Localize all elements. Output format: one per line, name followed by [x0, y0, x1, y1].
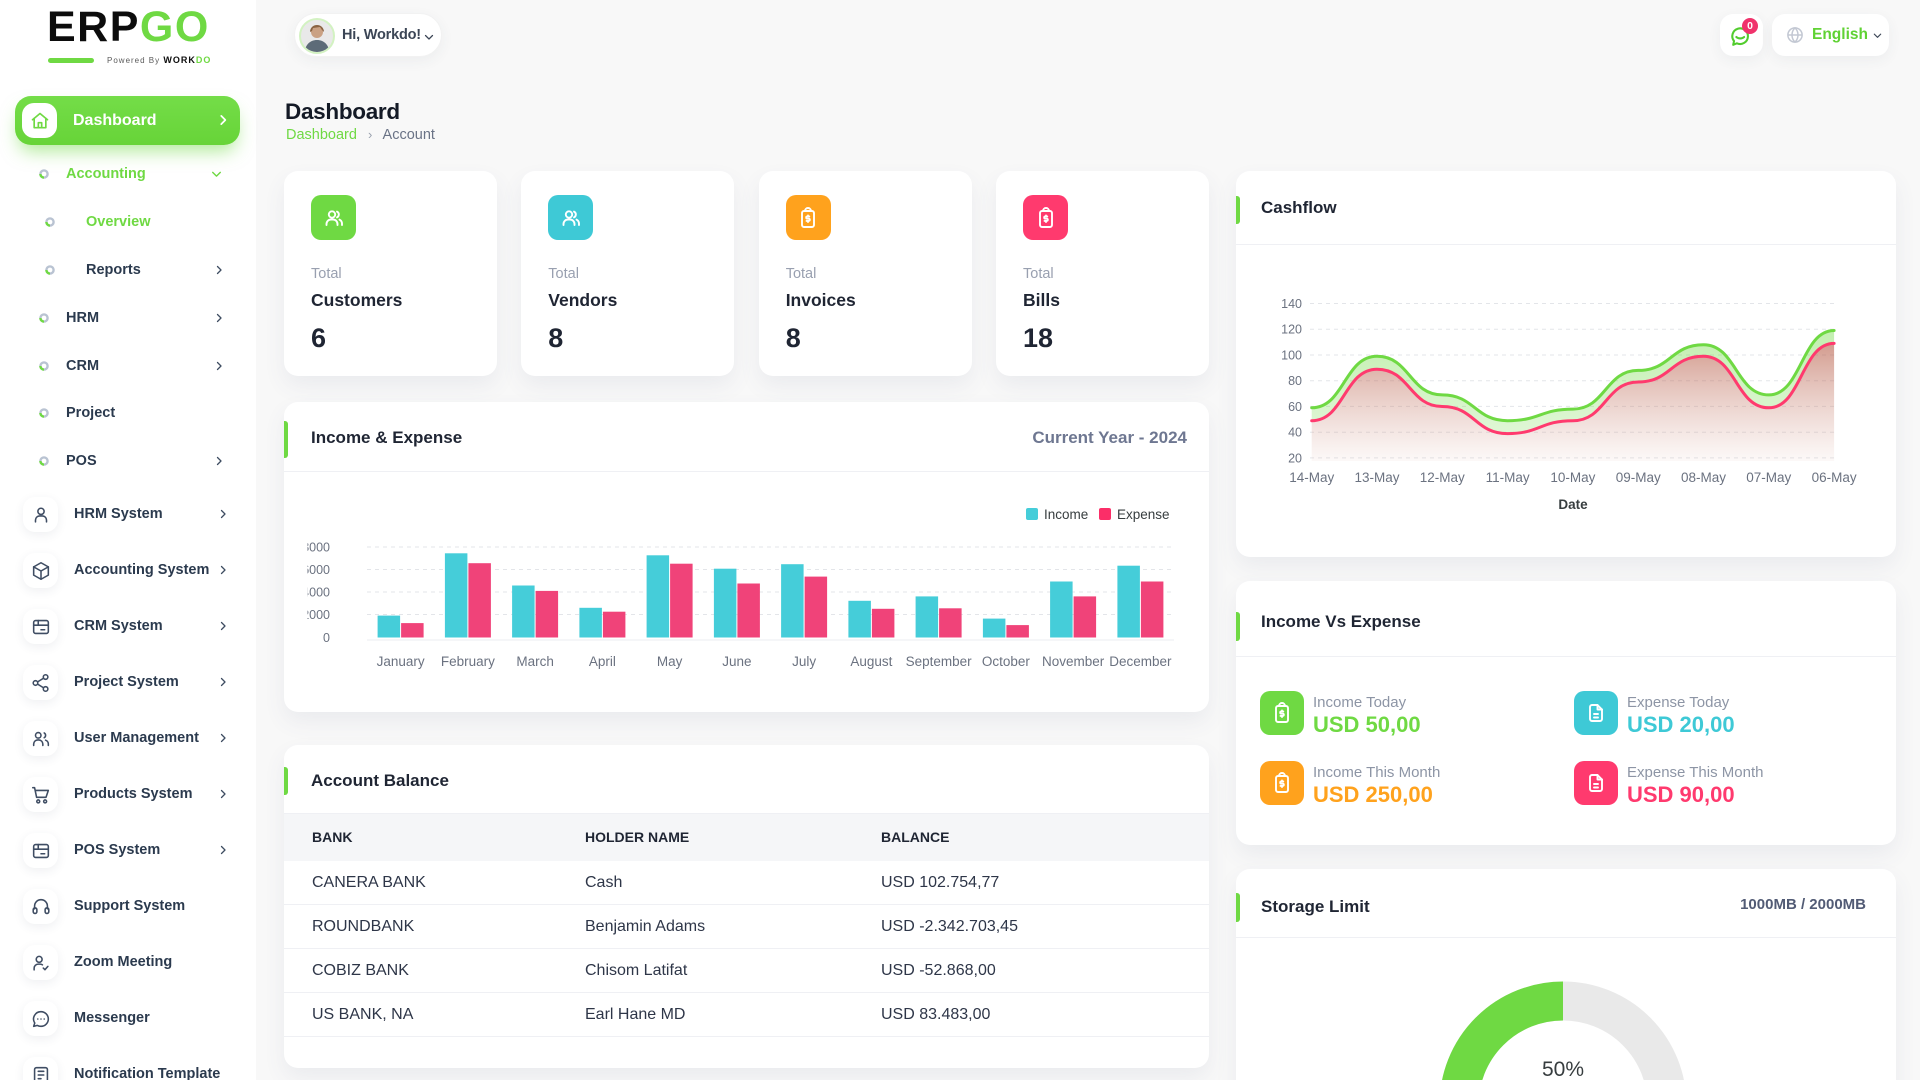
- svg-text:8000: 8000: [302, 541, 330, 555]
- svg-text:100: 100: [1281, 349, 1302, 363]
- svg-text:14-May: 14-May: [1289, 470, 1334, 485]
- svg-text:October: October: [982, 654, 1031, 669]
- svg-text:June: June: [722, 654, 751, 669]
- svg-text:11-May: 11-May: [1486, 470, 1530, 485]
- svg-text:08-May: 08-May: [1681, 470, 1726, 485]
- svg-text:07-May: 07-May: [1746, 470, 1791, 485]
- svg-text:60: 60: [1288, 400, 1302, 414]
- svg-text:13-May: 13-May: [1354, 470, 1399, 485]
- svg-text:09-May: 09-May: [1616, 470, 1661, 485]
- svg-text:10-May: 10-May: [1550, 470, 1595, 485]
- svg-text:December: December: [1109, 654, 1172, 669]
- svg-text:20: 20: [1288, 451, 1302, 465]
- svg-text:Date: Date: [1558, 497, 1588, 512]
- svg-text:February: February: [441, 654, 495, 669]
- svg-text:Income: Income: [1044, 507, 1088, 522]
- svg-text:Expense: Expense: [1117, 507, 1170, 522]
- svg-text:April: April: [589, 654, 616, 669]
- svg-text:40: 40: [1288, 426, 1302, 440]
- svg-text:50%: 50%: [1542, 1058, 1584, 1080]
- svg-text:80: 80: [1288, 374, 1302, 388]
- svg-text:July: July: [792, 654, 816, 669]
- svg-text:2000: 2000: [302, 608, 330, 622]
- svg-text:March: March: [516, 654, 554, 669]
- svg-text:0: 0: [323, 631, 330, 645]
- svg-text:January: January: [377, 654, 425, 669]
- svg-text:120: 120: [1281, 323, 1302, 337]
- svg-text:November: November: [1042, 654, 1105, 669]
- svg-text:140: 140: [1281, 297, 1302, 311]
- svg-text:6000: 6000: [302, 563, 330, 577]
- svg-text:September: September: [906, 654, 973, 669]
- svg-text:August: August: [850, 654, 892, 669]
- svg-text:12-May: 12-May: [1420, 470, 1465, 485]
- svg-text:06-May: 06-May: [1812, 470, 1857, 485]
- svg-text:4000: 4000: [302, 586, 330, 600]
- svg-text:May: May: [657, 654, 683, 669]
